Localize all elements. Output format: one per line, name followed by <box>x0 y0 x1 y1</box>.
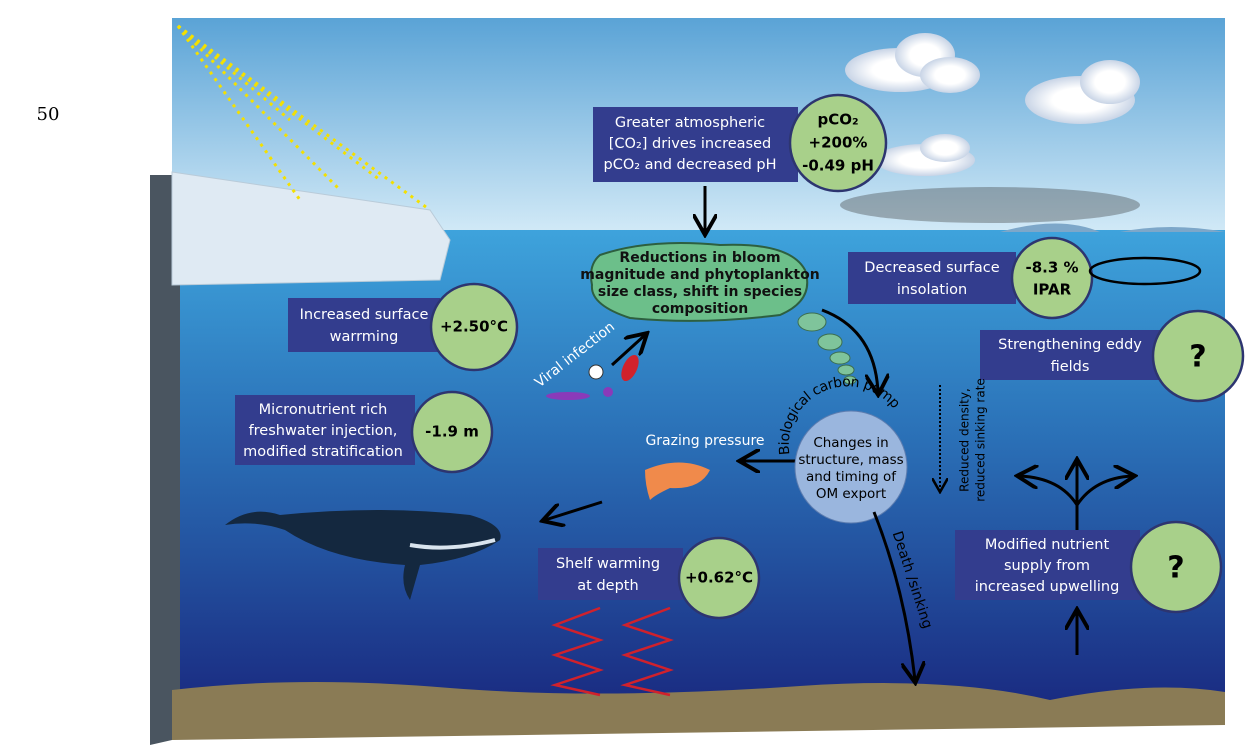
box <box>538 548 683 600</box>
badge-text: ? <box>1189 340 1206 375</box>
badge-text: +0.62°C <box>685 569 753 587</box>
badge <box>1129 520 1223 614</box>
box-text: Modified nutrient <box>985 537 1110 553</box>
box-text: insolation <box>897 282 967 298</box>
box-text: warrming <box>330 329 399 345</box>
box-text: supply from <box>1004 558 1090 574</box>
bloom <box>590 242 809 322</box>
reduced-label: reduced sinking rate <box>974 378 988 502</box>
upwelling-arrows <box>1020 462 1132 655</box>
box-text: modified stratification <box>243 444 403 460</box>
badge-text: +2.50°C <box>440 318 508 336</box>
krill <box>645 462 710 500</box>
page-number: 50 <box>37 104 60 125</box>
box-text: Increased surface <box>300 307 429 323</box>
box-text: fields <box>1051 359 1090 375</box>
box-text: at depth <box>577 578 638 594</box>
bcp-text: and timing of <box>806 469 897 485</box>
badge <box>429 282 519 372</box>
bcp-circle <box>794 410 908 524</box>
box-text: [CO₂] drives increased <box>609 136 771 152</box>
badge <box>410 390 494 474</box>
box-text: pCO₂ and decreased pH <box>604 157 777 173</box>
box <box>848 252 1016 304</box>
heat-coils <box>550 606 674 697</box>
box-text: Micronutrient rich <box>259 402 388 418</box>
grazing-label: Grazing pressure <box>645 433 764 449</box>
ice-shelf <box>171 171 451 286</box>
box-text: Strengthening eddy <box>998 337 1142 353</box>
arrow <box>545 500 603 520</box>
smoke <box>840 187 1140 223</box>
arrow <box>821 308 878 392</box>
box-text: Shelf warming <box>556 556 660 572</box>
box <box>955 530 1140 600</box>
box-text: increased upwelling <box>975 579 1120 595</box>
box <box>235 395 415 465</box>
badge-text: ? <box>1167 551 1184 586</box>
bloom-text: magnitude and phytoplankton <box>580 267 819 283</box>
box-text: Greater atmospheric <box>615 115 765 131</box>
badge <box>788 93 888 193</box>
bcp-text: structure, mass <box>798 452 903 468</box>
clouds <box>845 33 1140 176</box>
box-text: freshwater injection, <box>249 423 398 439</box>
arrow <box>610 335 645 367</box>
eddy-loop <box>1088 256 1202 286</box>
bcp-text: Changes in <box>813 435 888 451</box>
sea-floor <box>172 681 1225 740</box>
arrow <box>872 511 915 680</box>
box-text: Decreased surface <box>864 260 999 276</box>
microbes <box>546 354 639 400</box>
distant-hills <box>1000 223 1225 232</box>
bloom-text: composition <box>652 301 748 317</box>
particles <box>797 312 857 385</box>
sun-rays <box>176 24 431 212</box>
box <box>980 330 1160 380</box>
badge <box>677 536 761 620</box>
badge <box>1010 236 1094 320</box>
reduced-label: Reduced density, <box>958 388 972 492</box>
badge-text: -1.9 m <box>425 423 479 441</box>
badge-text: pCO₂ <box>817 111 858 129</box>
bloom-text: Reductions in bloom <box>619 250 780 266</box>
bcp-text: OM export <box>816 486 886 502</box>
badge-text: -8.3 % <box>1025 259 1078 277</box>
badge-text: -0.49 pH <box>802 157 874 175</box>
box <box>593 107 798 182</box>
shelf-side <box>150 175 180 745</box>
whale <box>225 510 501 600</box>
bloom-text: size class, shift in species <box>598 284 802 300</box>
badge-text: +200% <box>809 134 868 152</box>
box <box>288 298 440 352</box>
whale-belly <box>409 538 496 550</box>
badge-text: IPAR <box>1033 281 1072 299</box>
badge <box>1151 309 1245 403</box>
